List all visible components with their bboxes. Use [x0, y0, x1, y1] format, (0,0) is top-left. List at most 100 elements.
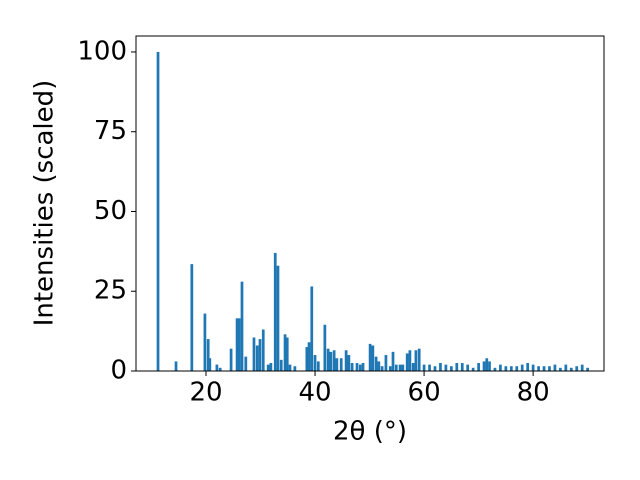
- bar: [493, 367, 497, 371]
- bar: [361, 363, 365, 371]
- bar: [355, 363, 359, 371]
- bar: [559, 367, 562, 371]
- bar: [414, 350, 418, 371]
- bar: [206, 339, 210, 371]
- bar: [485, 358, 489, 371]
- bar: [350, 363, 354, 371]
- bar: [305, 347, 309, 371]
- bar: [190, 264, 194, 371]
- y-tick-label: 75: [94, 116, 127, 146]
- bar: [388, 366, 392, 371]
- bar: [237, 318, 241, 371]
- plot-frame: [135, 35, 605, 372]
- y-tick-label: 100: [77, 36, 127, 66]
- bar: [564, 364, 568, 371]
- bar: [339, 358, 343, 371]
- bar: [455, 363, 459, 371]
- bar: [310, 286, 314, 371]
- bar: [515, 366, 519, 371]
- x-axis-label: 2θ (°): [333, 417, 407, 447]
- y-tick-label: 25: [94, 276, 127, 306]
- bar: [261, 329, 265, 371]
- bar: [358, 364, 362, 371]
- bar: [203, 313, 207, 371]
- y-tick-label: 50: [94, 196, 127, 226]
- bar: [401, 364, 405, 371]
- bar: [520, 364, 524, 371]
- bar: [313, 355, 317, 371]
- bar: [371, 345, 375, 371]
- bar: [398, 364, 402, 371]
- bar: [411, 363, 415, 371]
- bar: [405, 353, 409, 371]
- bar: [347, 355, 351, 371]
- bar: [335, 358, 339, 371]
- bar: [252, 337, 256, 371]
- bar: [391, 351, 395, 371]
- bar: [394, 364, 398, 371]
- bar: [422, 364, 426, 371]
- bar: [276, 265, 280, 371]
- bar: [293, 366, 297, 371]
- bar: [208, 358, 212, 371]
- y-axis-label: Intensities (scaled): [30, 80, 60, 327]
- bar: [548, 366, 551, 371]
- bar: [384, 355, 388, 371]
- bar: [344, 350, 348, 371]
- bar: [380, 366, 384, 371]
- bar: [542, 366, 546, 371]
- bar: [235, 318, 239, 371]
- x-tick-label: 60: [408, 378, 441, 408]
- bar: [323, 324, 327, 371]
- bar: [408, 350, 412, 371]
- bar: [444, 364, 448, 371]
- bar: [285, 337, 289, 371]
- bar: [269, 363, 273, 371]
- bar: [156, 51, 160, 371]
- bar: [449, 366, 453, 371]
- bar: [215, 364, 219, 371]
- bar: [374, 356, 378, 371]
- bar: [580, 364, 584, 371]
- bar: [326, 348, 330, 371]
- x-tick-label: 20: [189, 378, 222, 408]
- bar: [218, 367, 222, 371]
- bar: [428, 364, 431, 371]
- bar: [531, 364, 535, 371]
- bar: [575, 366, 579, 371]
- bar: [471, 367, 475, 371]
- bar: [377, 361, 381, 371]
- x-tick-label: 80: [517, 378, 550, 408]
- bar: [586, 367, 590, 371]
- bar: [488, 361, 491, 371]
- bar: [466, 364, 470, 371]
- bar: [509, 366, 513, 371]
- bar: [433, 366, 437, 371]
- bar: [283, 334, 287, 371]
- bar: [368, 343, 372, 371]
- bar: [499, 364, 502, 371]
- bar: [244, 356, 248, 371]
- bar: [229, 348, 233, 371]
- bar: [526, 363, 530, 371]
- bar: [258, 339, 262, 371]
- bar: [288, 364, 292, 371]
- bar: [255, 345, 259, 371]
- bar: [307, 342, 311, 371]
- bar: [316, 361, 320, 371]
- bar: [477, 363, 480, 371]
- bar: [332, 350, 336, 371]
- bar: [553, 364, 557, 371]
- bar: [504, 366, 508, 371]
- bar: [240, 281, 244, 371]
- bar: [273, 252, 277, 371]
- bar: [482, 361, 486, 371]
- bar: [537, 366, 540, 371]
- bar: [417, 348, 421, 371]
- bar: [439, 363, 442, 371]
- bar: [569, 367, 573, 371]
- bar: [174, 361, 178, 371]
- bar: [460, 363, 464, 371]
- bar: [329, 351, 333, 371]
